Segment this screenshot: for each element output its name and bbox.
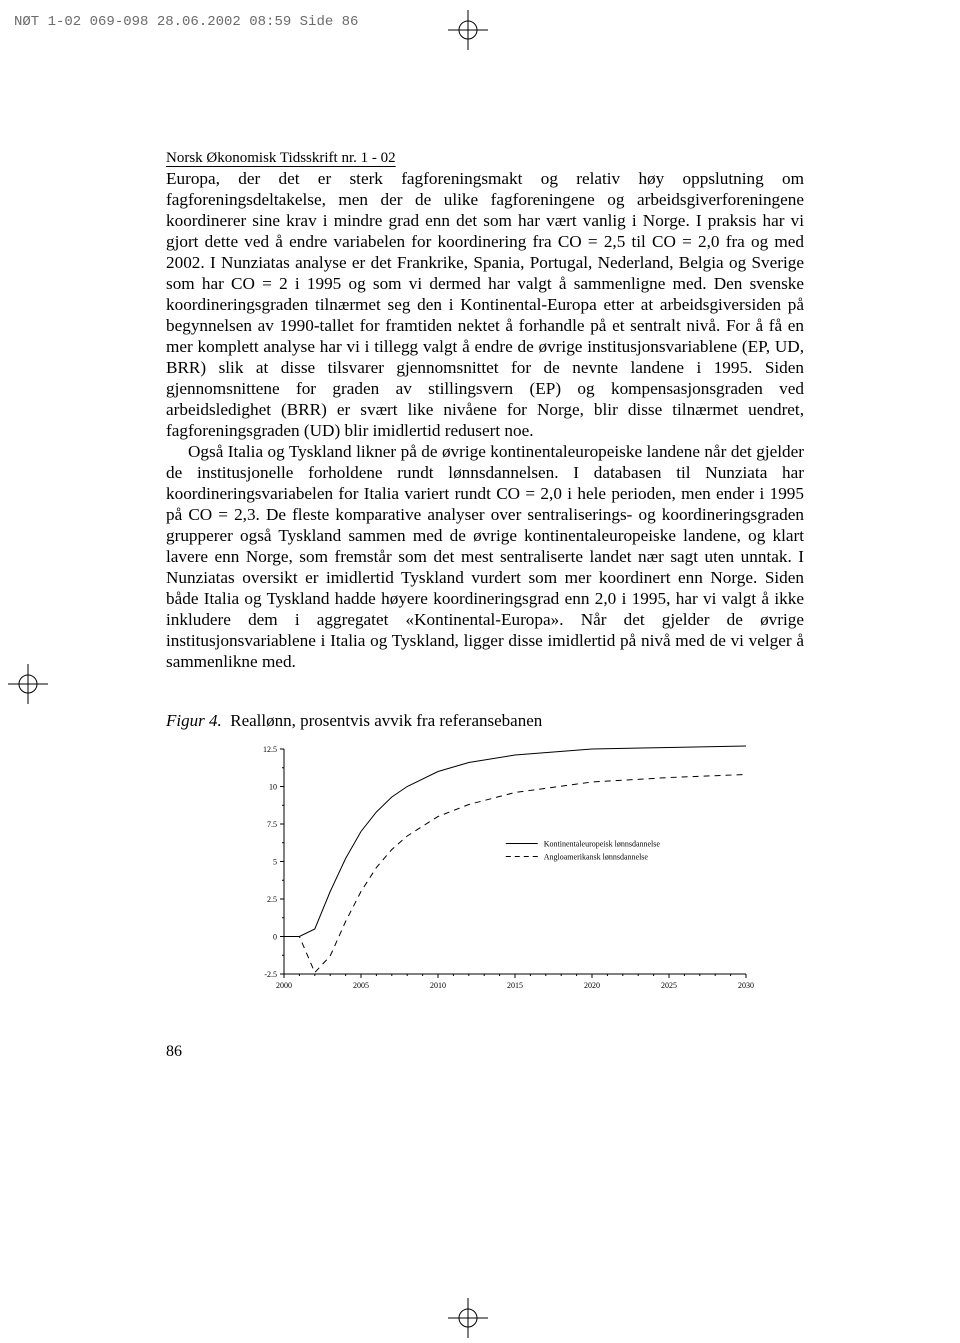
page: NØT 1-02 069-098 28.06.2002 08:59 Side 8… xyxy=(0,0,960,1343)
svg-text:2.5: 2.5 xyxy=(267,895,277,904)
crop-mark-bottom-icon xyxy=(448,1298,488,1343)
svg-text:-2.5: -2.5 xyxy=(264,970,277,979)
figure-chart: -2.5 0 2.5 5 7.5 10 12.5 2000 2005 2010 2015 2020 20… xyxy=(236,741,756,1001)
svg-text:2000: 2000 xyxy=(276,981,292,990)
svg-text:0: 0 xyxy=(273,932,277,941)
content-column: Norsk Økonomisk Tidsskrift nr. 1 - 02 Eu… xyxy=(166,150,804,1061)
svg-text:Angloamerikansk lønnsdannelse: Angloamerikansk lønnsdannelse xyxy=(544,852,649,861)
svg-text:12.5: 12.5 xyxy=(263,745,277,754)
crop-mark-top-icon xyxy=(448,10,488,55)
svg-text:10: 10 xyxy=(269,782,277,791)
print-header-slug: NØT 1-02 069-098 28.06.2002 08:59 Side 8… xyxy=(14,14,358,30)
body-paragraph-2: Også Italia og Tyskland likner på de øvr… xyxy=(166,442,804,673)
svg-text:2015: 2015 xyxy=(507,981,523,990)
svg-text:7.5: 7.5 xyxy=(267,820,277,829)
figure-caption: Figur 4. Reallønn, prosentvis avvik fra … xyxy=(166,711,804,731)
svg-text:2030: 2030 xyxy=(738,981,754,990)
page-number: 86 xyxy=(166,1043,804,1061)
body-paragraph-1: Europa, der det er sterk fagforeningsmak… xyxy=(166,169,804,442)
svg-text:Kontinentaleuropeisk lønnsdann: Kontinentaleuropeisk lønnsdannelse xyxy=(544,839,661,848)
running-head: Norsk Økonomisk Tidsskrift nr. 1 - 02 xyxy=(166,150,804,167)
svg-text:2010: 2010 xyxy=(430,981,446,990)
svg-text:2020: 2020 xyxy=(584,981,600,990)
crop-mark-left-icon xyxy=(8,664,48,709)
svg-text:5: 5 xyxy=(273,857,277,866)
svg-text:2025: 2025 xyxy=(661,981,677,990)
figure-label: Figur 4. xyxy=(166,711,222,730)
svg-text:2005: 2005 xyxy=(353,981,369,990)
figure-caption-title: Reallønn, prosentvis avvik fra referanse… xyxy=(230,711,542,730)
